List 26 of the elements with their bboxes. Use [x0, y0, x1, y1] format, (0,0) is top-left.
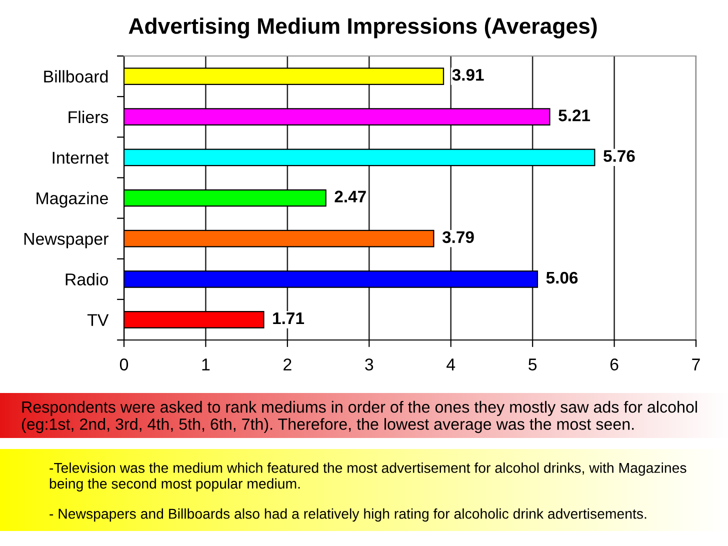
- data-label: 5.21: [558, 110, 590, 122]
- x-tick-label: 0: [120, 358, 128, 370]
- x-tick-label: 1: [202, 358, 210, 370]
- data-label: 3.79: [442, 231, 474, 244]
- x-tick-label: 7: [692, 358, 700, 370]
- x-tick-label: 3: [365, 358, 374, 370]
- data-label: 5.76: [604, 150, 635, 162]
- y-tick-label: Radio: [66, 273, 108, 286]
- y-tick-label: Magazine: [36, 192, 108, 208]
- data-label: 1.71: [273, 312, 304, 324]
- y-tick-label: TV: [87, 314, 109, 326]
- text: -Television was the medium which featured the most advertisement for alcohol drinks, with Magazines being the second most popular medium.: [50, 462, 686, 492]
- x-tick-label: 6: [610, 358, 618, 370]
- x-tick-label: 5: [528, 358, 537, 370]
- y-tick-label: Billboard: [44, 70, 108, 83]
- x-tick-label: 4: [446, 358, 456, 370]
- text: - Newspapers and Billboards also had a relatively high rating for alcoholic drink advertisements.: [50, 508, 646, 522]
- chart-title: Advertising Medium Impressions (Averages): [128, 18, 597, 38]
- y-tick-label: Newspaper: [24, 233, 108, 248]
- y-tick-label: Internet: [52, 152, 109, 164]
- y-tick-label: Fliers: [68, 110, 108, 124]
- x-tick-label: 2: [284, 358, 292, 370]
- data-label: 2.47: [334, 190, 366, 202]
- data-label: 5.06: [546, 272, 578, 284]
- data-label: 3.91: [452, 68, 484, 81]
- text: Respondents were asked to rank mediums in order of the ones they mostly saw ads for alcohol (eg:1st, 2nd, 3rd, 4th, 5th, 6th, 7th). Therefore, the lowest average was the most seen.: [22, 400, 697, 434]
